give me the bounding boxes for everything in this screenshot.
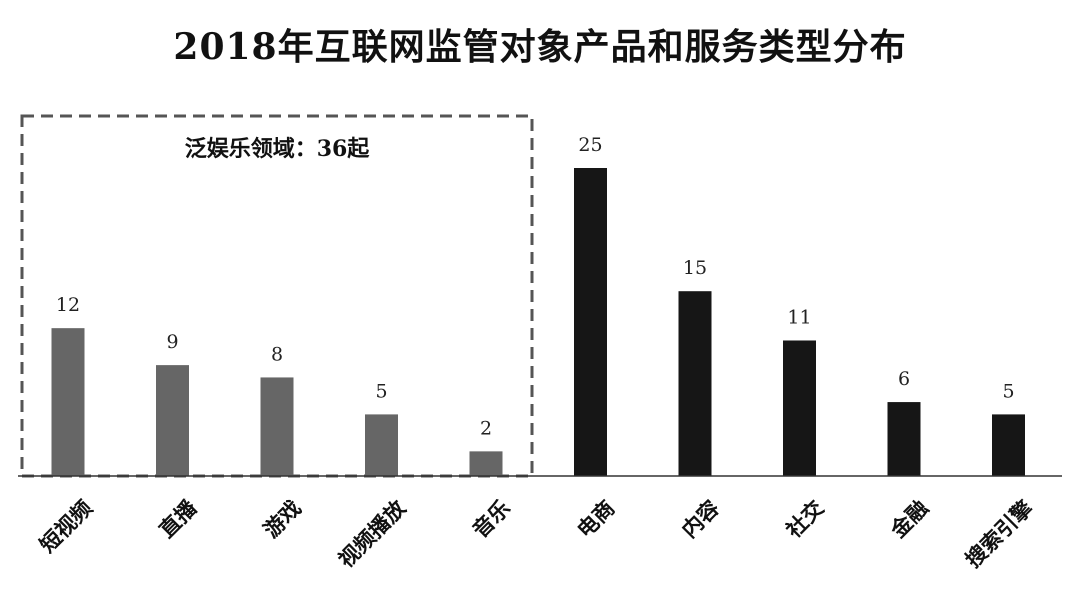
category-label-2: 直播: [154, 494, 202, 542]
data-label-8: 11: [787, 306, 811, 328]
data-label-6: 25: [578, 134, 602, 156]
category-label-10: 搜索引擎: [960, 495, 1037, 572]
bar-7: [678, 291, 712, 476]
bar-8: [783, 340, 816, 476]
category-label-4: 视频播放: [333, 494, 411, 572]
data-label-1: 12: [56, 294, 80, 316]
category-label-1: 短视频: [35, 495, 97, 557]
category-label-9: 金融: [885, 495, 933, 543]
category-label-5: 音乐: [467, 495, 514, 542]
category-label-7: 内容: [676, 495, 723, 542]
category-label-3: 游戏: [258, 495, 305, 542]
data-label-10: 5: [1002, 380, 1014, 402]
bar-5: [469, 451, 503, 476]
bar-9: [887, 402, 921, 476]
category-label-8: 社交: [780, 495, 828, 543]
data-label-2: 9: [166, 331, 178, 353]
bar-2: [156, 365, 189, 476]
data-label-7: 15: [683, 257, 707, 279]
bar-4: [365, 414, 398, 476]
data-label-4: 5: [375, 380, 387, 402]
bar-3: [260, 377, 294, 476]
data-label-3: 8: [271, 343, 283, 365]
annotation-label: 泛娱乐领域：36起: [185, 136, 371, 162]
bar-10: [992, 414, 1025, 476]
data-label-5: 2: [480, 417, 492, 439]
bar-6: [574, 168, 607, 476]
category-label-6: 电商: [572, 495, 619, 542]
bar-1: [51, 328, 85, 476]
data-label-9: 6: [898, 368, 910, 390]
chart-title: 2018年互联网监管对象产品和服务类型分布: [173, 26, 907, 68]
